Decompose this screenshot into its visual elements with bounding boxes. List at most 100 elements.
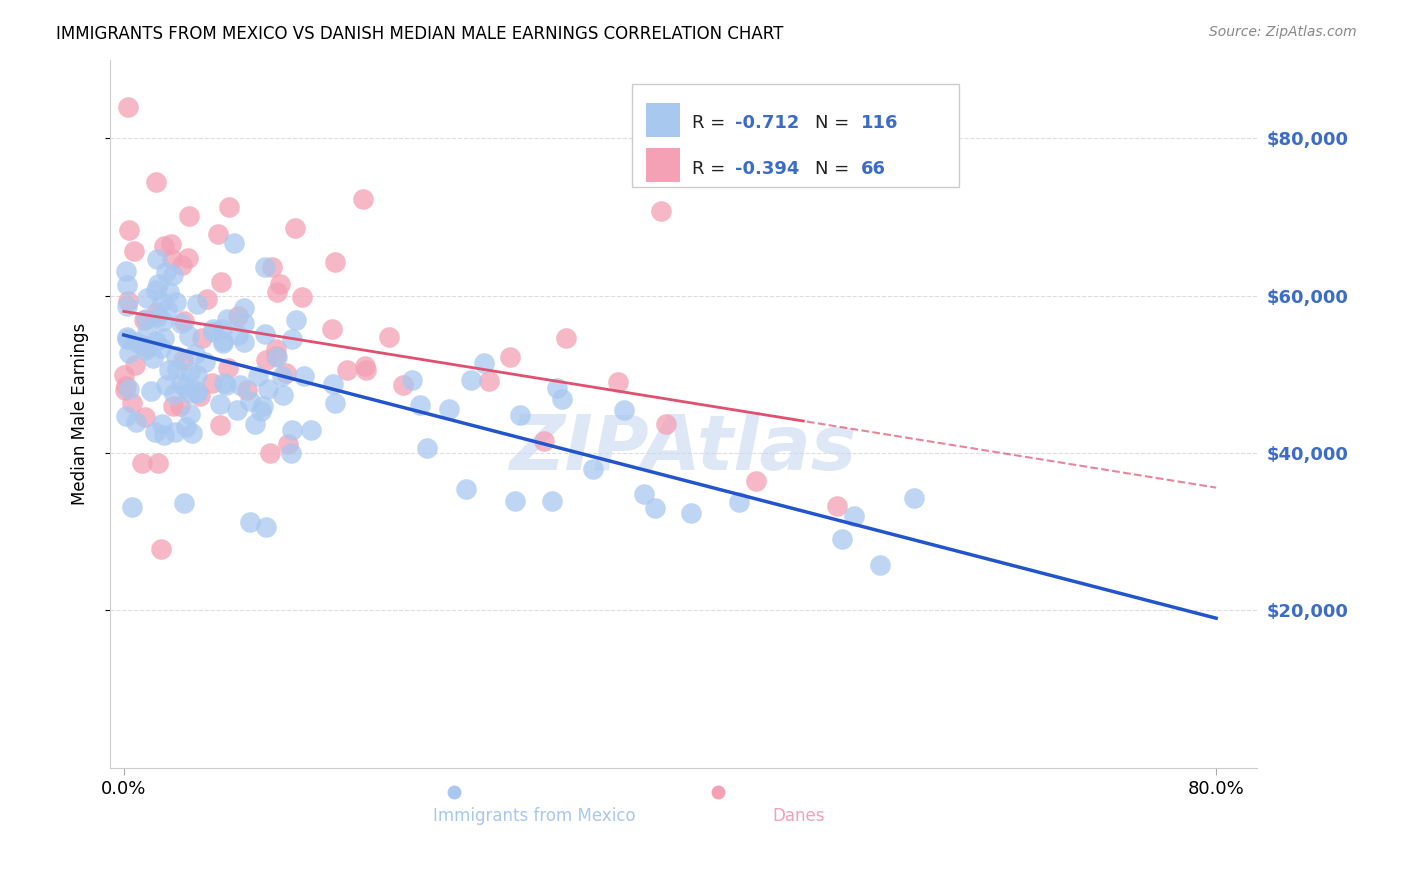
Point [212,336,235,351]
Point [115,277,138,292]
Point [146,277,169,292]
Point [174,420,197,434]
Point [124,359,146,373]
Point [156,301,179,316]
Point [170,376,193,391]
Point [233,335,256,350]
Point [152,314,174,328]
Point [136,291,159,305]
Point [114,383,136,397]
Point [264,349,287,363]
Point [180,426,202,441]
Point [254,520,277,534]
Point [195,293,218,307]
Point [281,332,304,346]
Point [201,322,224,336]
Point [409,398,432,412]
Point [149,341,172,355]
Point [162,386,184,401]
Point [117,332,139,346]
Point [162,252,184,266]
Point [250,403,273,417]
Point [352,192,374,206]
Point [155,265,177,279]
Point [172,352,194,367]
Point [136,325,159,339]
Point [256,383,278,397]
Point [281,424,304,438]
Point [214,377,236,392]
Point [299,423,322,437]
Point [869,558,891,572]
Point [354,359,377,373]
Point [239,393,262,408]
Point [177,328,200,343]
Point [150,417,173,431]
Point [179,385,201,400]
Point [456,482,478,496]
Point [188,389,211,403]
Text: -0.712: -0.712 [735,114,800,132]
Text: Danes: Danes [772,806,824,824]
Point [825,500,848,514]
Point [208,417,231,432]
Point [252,400,274,414]
Point [209,275,232,289]
Point [165,294,187,309]
Point [212,376,235,390]
Point [142,351,165,366]
FancyBboxPatch shape [645,148,681,182]
Y-axis label: Median Male Earnings: Median Male Earnings [72,323,89,505]
Point [533,434,555,448]
Point [225,403,247,417]
Point [284,221,307,235]
Text: 66: 66 [862,160,886,178]
FancyBboxPatch shape [631,85,959,187]
Point [146,456,169,470]
Point [269,277,291,291]
Point [152,331,174,345]
Point [254,352,277,367]
Text: 116: 116 [862,114,898,132]
Point [118,223,141,237]
Point [125,334,148,349]
Point [157,363,180,377]
Text: N =: N = [815,114,855,132]
Point [292,369,315,384]
Point [842,508,865,523]
Point [173,313,195,327]
Text: Source: ZipAtlas.com: Source: ZipAtlas.com [1209,25,1357,39]
Point [132,338,155,352]
Point [115,299,138,313]
Point [122,244,145,258]
Point [125,415,148,429]
Point [118,382,141,396]
Point [145,334,167,349]
Point [285,313,308,327]
Point [186,368,208,382]
Point [260,260,283,274]
Point [323,255,346,269]
Point [582,462,605,476]
Point [194,355,217,369]
Point [201,376,224,390]
Point [253,326,276,341]
Text: ZIPAtlas: ZIPAtlas [510,412,858,486]
Point [401,373,423,387]
Point [166,362,188,376]
Point [546,381,568,395]
Point [150,294,173,309]
Point [186,386,208,401]
Point [655,417,678,432]
Point [321,321,343,335]
Point [217,311,239,326]
Point [145,283,167,297]
Point [266,351,288,365]
Point [169,399,191,413]
Point [117,100,139,114]
Point [613,403,636,417]
Point [229,378,252,392]
Point [266,285,288,299]
Point [259,445,281,459]
Point [153,427,176,442]
